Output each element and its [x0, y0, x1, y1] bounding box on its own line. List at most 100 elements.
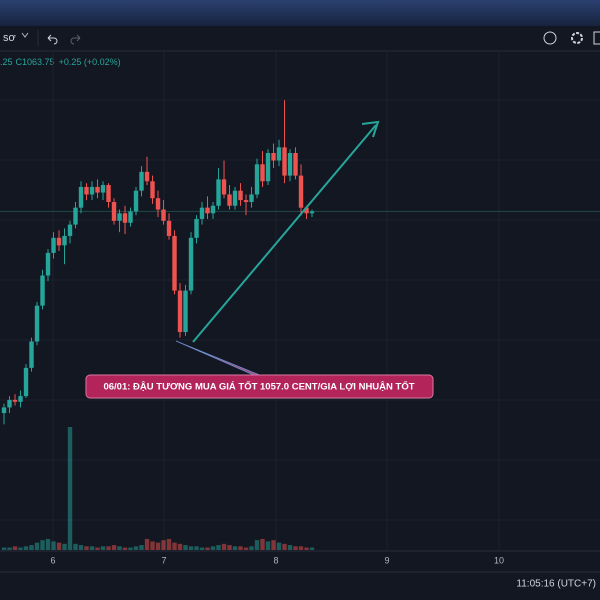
trend-arrow [192, 124, 377, 343]
volume-bar [232, 546, 238, 550]
volume-bar [1, 547, 7, 550]
candle-body [51, 237, 56, 253]
candle-body [309, 211, 315, 214]
candle-body [144, 171, 150, 182]
volume-bar [122, 547, 128, 550]
candle-body [84, 186, 89, 195]
volume-bar [172, 542, 177, 550]
candle-body [12, 399, 18, 402]
volume-bar [227, 545, 232, 550]
volume-bar [188, 546, 194, 550]
volume-bar [249, 546, 254, 550]
volume-bar [29, 545, 34, 550]
volume-bar [84, 546, 89, 550]
candle-body [18, 396, 23, 402]
volume-bar [276, 542, 282, 550]
volume-bar [62, 543, 67, 550]
volume-bar [144, 538, 150, 550]
legend-value: +0.25 (+0.02%) [59, 57, 121, 67]
volume-bar [111, 545, 117, 550]
candle-body [23, 367, 29, 397]
candle-body [161, 209, 166, 221]
candle-body [304, 207, 309, 214]
volume-bar [298, 546, 304, 550]
candle-body [139, 171, 144, 191]
volume-bar [34, 542, 40, 550]
volume-bar [161, 540, 166, 550]
volume-bar [210, 546, 216, 550]
arrow-head [361, 120, 380, 138]
candle-body [62, 235, 67, 246]
volume-bar [243, 547, 249, 550]
fullscreen[interactable] [593, 31, 600, 45]
candle-body [78, 186, 84, 208]
settings[interactable] [571, 32, 583, 44]
volume-bar [254, 540, 260, 550]
candle-body [117, 213, 122, 221]
candle-body [260, 164, 265, 182]
undo[interactable] [47, 34, 58, 45]
volume-bar [150, 541, 155, 550]
candle-body [293, 153, 298, 176]
symbol[interactable]: sơ [3, 32, 16, 44]
candle-body [45, 252, 51, 276]
candle-body [254, 164, 260, 195]
volume-bar [67, 427, 73, 550]
candle-body [150, 181, 155, 199]
volume-bar [271, 540, 276, 550]
volume-bar [183, 545, 188, 550]
volume-bar [238, 546, 243, 550]
volume-bar [18, 547, 23, 550]
candle-body [243, 200, 249, 202]
volume-bar [177, 543, 183, 550]
candle-body [40, 275, 45, 306]
callout-text: 06/01: ĐẬU TƯƠNG MUA GIÁ TỐT 1057.0 CENT… [103, 381, 414, 393]
volume-bar [260, 538, 265, 550]
volume-bar [56, 542, 62, 550]
candle-body [232, 190, 238, 206]
candle-body [166, 220, 172, 236]
volume-bar [51, 541, 56, 550]
alert[interactable] [543, 31, 557, 45]
toolbar [0, 26, 600, 51]
volume-bar [304, 547, 309, 550]
candle-body [177, 290, 183, 333]
legend-value: .25 [0, 57, 13, 67]
redo[interactable] [70, 34, 81, 45]
candle-body [7, 399, 12, 408]
volume-bar [40, 540, 45, 550]
candle-body [67, 224, 73, 236]
volume-bar [95, 547, 100, 550]
x-tick-label: 8 [273, 555, 278, 565]
volume-bar [128, 547, 133, 550]
volume-bar [73, 543, 78, 550]
candle-body [100, 185, 106, 193]
candle-body [227, 194, 232, 206]
candle-body [238, 190, 243, 201]
volume-bar [221, 543, 227, 550]
legend-value: C1063.75 [16, 57, 55, 67]
volume-bar [12, 546, 18, 550]
candle-body [29, 341, 34, 368]
volume-bar [89, 546, 95, 550]
candle-body [221, 179, 227, 195]
volume-bar [166, 538, 172, 550]
candle-body [73, 207, 78, 225]
volume-bar [117, 546, 122, 550]
volume-bar [23, 546, 29, 550]
volume-bar [45, 538, 51, 550]
candle-body [265, 153, 271, 182]
candle-body [172, 235, 177, 291]
candle-body [111, 202, 117, 221]
volume-bar [199, 547, 205, 550]
candle-body [276, 147, 282, 161]
candle-body [1, 407, 7, 414]
top-bar [0, 0, 600, 26]
dropdown-icon[interactable] [21, 32, 29, 38]
volume-bar [216, 545, 221, 550]
volume-bar [205, 547, 210, 550]
candle-body [282, 147, 287, 176]
candle-body [128, 211, 133, 223]
volume-bar [194, 546, 199, 550]
